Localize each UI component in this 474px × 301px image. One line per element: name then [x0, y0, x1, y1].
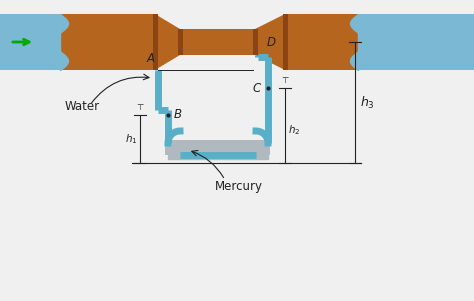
Text: Mercury: Mercury	[215, 180, 263, 193]
Bar	[153, 14, 158, 70]
Text: $h_2$: $h_2$	[288, 124, 301, 137]
Text: $D$: $D$	[266, 36, 276, 49]
Bar	[358, 14, 474, 70]
Text: $C$: $C$	[252, 82, 262, 95]
Text: Water: Water	[65, 100, 100, 113]
Bar	[283, 14, 288, 70]
Bar	[0, 14, 60, 70]
Text: $h_1$: $h_1$	[126, 132, 138, 146]
Text: $h_3$: $h_3$	[360, 95, 375, 110]
Bar	[0, 14, 155, 70]
Text: $\top$: $\top$	[135, 103, 145, 112]
Bar	[180, 29, 255, 55]
Text: $B$: $B$	[173, 108, 182, 122]
Bar	[253, 29, 258, 55]
Polygon shape	[155, 14, 180, 70]
Text: $\top$: $\top$	[280, 76, 290, 85]
Bar	[178, 29, 183, 55]
Text: $A$: $A$	[146, 52, 156, 65]
Bar	[165, 140, 271, 155]
Bar	[285, 14, 474, 70]
Polygon shape	[255, 14, 285, 70]
